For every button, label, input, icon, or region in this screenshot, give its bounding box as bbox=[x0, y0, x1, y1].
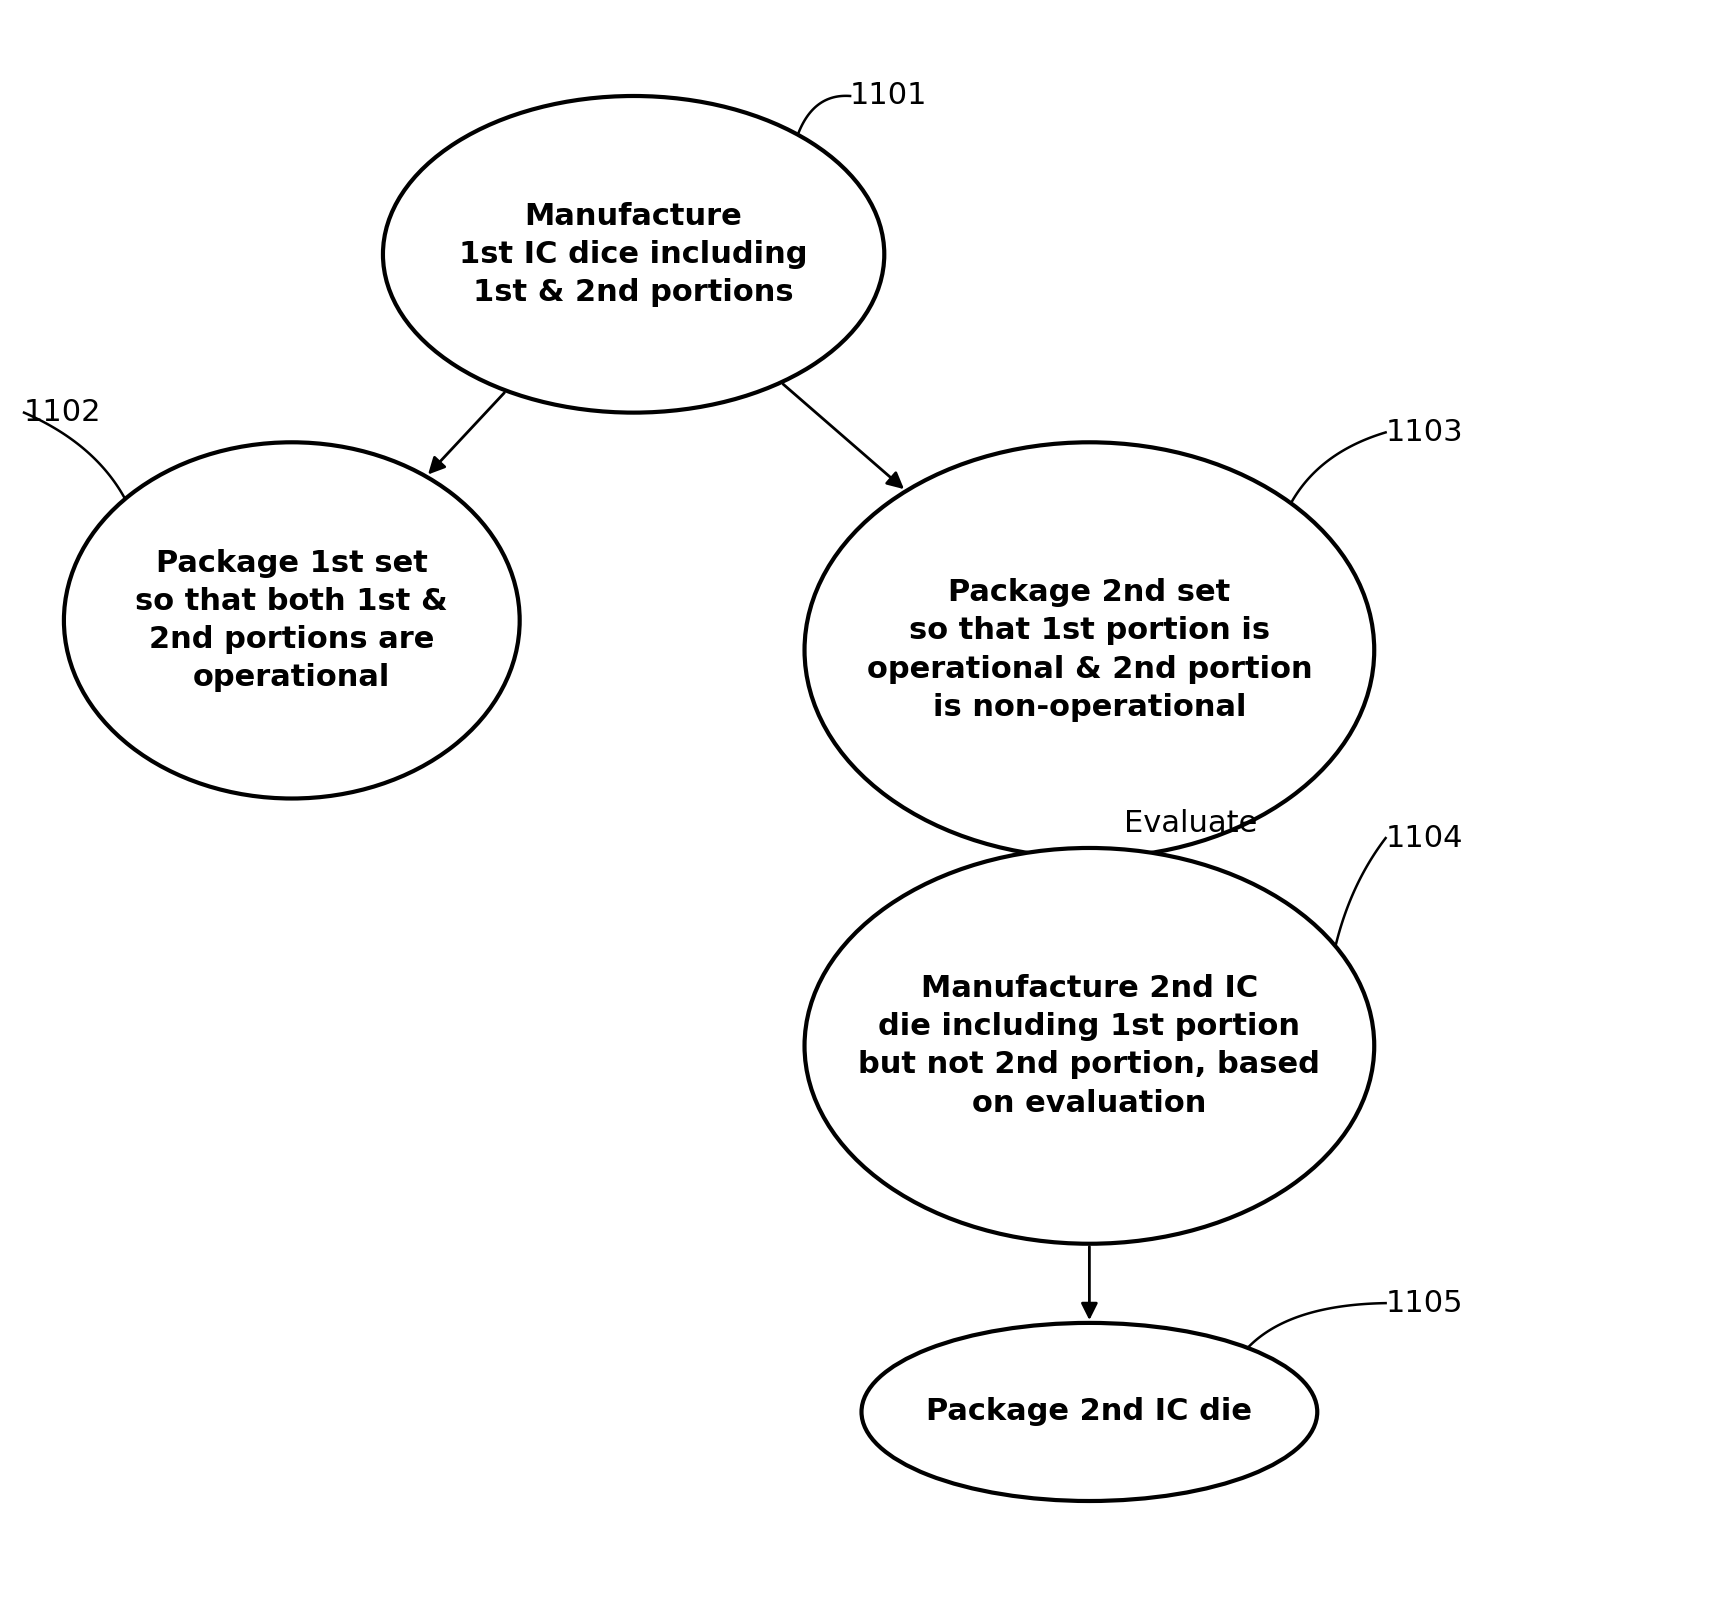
Ellipse shape bbox=[64, 442, 520, 798]
Text: 1102: 1102 bbox=[24, 398, 102, 426]
Ellipse shape bbox=[862, 1322, 1318, 1501]
Text: Evaluate: Evaluate bbox=[1123, 810, 1258, 838]
Text: Package 1st set
so that both 1st &
2nd portions are
operational: Package 1st set so that both 1st & 2nd p… bbox=[136, 549, 448, 692]
Text: 1105: 1105 bbox=[1385, 1289, 1463, 1318]
Text: Package 2nd IC die: Package 2nd IC die bbox=[927, 1397, 1253, 1426]
Text: Manufacture 2nd IC
die including 1st portion
but not 2nd portion, based
on evalu: Manufacture 2nd IC die including 1st por… bbox=[858, 974, 1320, 1118]
Ellipse shape bbox=[805, 442, 1375, 858]
Ellipse shape bbox=[383, 96, 884, 412]
Text: Manufacture
1st IC dice including
1st & 2nd portions: Manufacture 1st IC dice including 1st & … bbox=[460, 201, 808, 307]
Text: 1104: 1104 bbox=[1385, 824, 1463, 853]
Ellipse shape bbox=[805, 848, 1375, 1244]
Text: Package 2nd set
so that 1st portion is
operational & 2nd portion
is non-operatio: Package 2nd set so that 1st portion is o… bbox=[867, 578, 1313, 722]
Text: 1103: 1103 bbox=[1385, 418, 1463, 447]
Text: 1101: 1101 bbox=[849, 81, 927, 110]
